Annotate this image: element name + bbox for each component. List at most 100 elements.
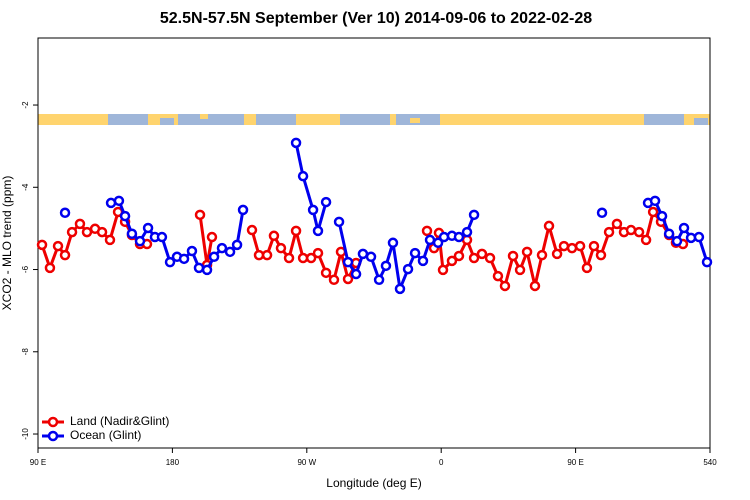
- data-point: [671, 235, 683, 247]
- data-point: [529, 280, 541, 292]
- data-point: [59, 207, 71, 219]
- data-point: [275, 242, 287, 254]
- map-strip: [38, 114, 710, 125]
- data-point: [59, 249, 71, 261]
- data-point: [44, 262, 56, 274]
- data-point: [268, 230, 280, 242]
- data-point: [342, 256, 354, 268]
- data-point: [216, 242, 228, 254]
- x-axis-label: Longitude (deg E): [326, 476, 421, 490]
- data-point: [126, 228, 138, 239]
- data-point: [208, 251, 220, 263]
- data-point: [558, 240, 570, 252]
- data-point: [536, 249, 548, 261]
- data-point: [588, 240, 600, 252]
- data-point: [104, 234, 116, 246]
- data-point: [350, 268, 362, 280]
- data-point: [566, 242, 578, 254]
- data-point: [424, 234, 436, 246]
- data-point: [521, 246, 533, 258]
- data-point: [647, 206, 659, 218]
- data-point: [476, 248, 488, 260]
- data-point: [224, 246, 236, 258]
- data-point: [409, 247, 421, 259]
- x-tick-label: 0: [439, 458, 444, 467]
- data-point: [237, 204, 249, 216]
- y-tick-label: -6: [21, 265, 30, 273]
- x-tick-label: 90 E: [567, 458, 583, 467]
- data-point: [81, 226, 93, 238]
- data-point: [640, 234, 652, 246]
- data-point: [312, 225, 324, 237]
- data-point: [156, 231, 168, 243]
- data-point: [365, 251, 377, 263]
- data-point: [437, 264, 449, 276]
- data-point: [261, 249, 273, 261]
- data-point: [402, 263, 414, 275]
- data-point: [453, 250, 465, 262]
- y-axis-label: XCO2 - MLO trend (ppm): [0, 176, 14, 311]
- data-point: [432, 237, 444, 249]
- data-point: [581, 262, 593, 274]
- chart-title: 52.5N-57.5N September (Ver 10) 2014-09-0…: [160, 10, 592, 27]
- data-point: [186, 245, 198, 257]
- data-point: [678, 222, 690, 234]
- x-tick-label: 540: [703, 458, 717, 467]
- data-point: [468, 209, 480, 221]
- data-point: [693, 231, 705, 243]
- data-point: [194, 209, 206, 221]
- legend-marker: [47, 430, 59, 442]
- data-point: [499, 280, 511, 292]
- data-point: [373, 274, 385, 286]
- data-point: [193, 262, 205, 274]
- x-tick-label: 90 W: [297, 458, 316, 467]
- data-point: [649, 195, 661, 207]
- data-point: [446, 255, 458, 267]
- data-point: [231, 239, 243, 251]
- data-point: [417, 255, 429, 267]
- y-tick-label: -4: [21, 183, 30, 191]
- y-tick-label: -2: [21, 101, 30, 109]
- data-point: [596, 207, 608, 219]
- data-point: [484, 252, 496, 264]
- legend-marker: [47, 416, 59, 428]
- data-point: [96, 226, 108, 238]
- data-point: [421, 225, 433, 237]
- data-point: [438, 231, 450, 243]
- data-point: [320, 267, 332, 279]
- data-point: [394, 283, 406, 295]
- data-point: [380, 260, 392, 272]
- data-point: [551, 248, 563, 260]
- data-point: [543, 220, 555, 232]
- data-point: [357, 248, 369, 260]
- data-point: [342, 273, 354, 285]
- data-point: [206, 231, 218, 243]
- data-point: [201, 264, 213, 276]
- data-point: [387, 237, 399, 249]
- data-point: [312, 247, 324, 259]
- data-point: [453, 231, 465, 243]
- y-tick-label: -10: [21, 428, 30, 440]
- legend-label: Land (Nadir&Glint): [70, 414, 169, 428]
- data-point: [461, 226, 473, 238]
- data-point: [305, 252, 317, 264]
- data-point: [283, 252, 295, 264]
- y-tick-label: -8: [21, 348, 30, 356]
- data-point: [178, 253, 190, 265]
- x-tick-label: 90 E: [30, 458, 46, 467]
- data-point: [290, 225, 302, 237]
- data-point: [507, 250, 519, 262]
- data-point: [246, 224, 258, 236]
- data-point: [701, 256, 713, 268]
- data-point: [492, 270, 504, 282]
- data-point: [253, 249, 265, 261]
- data-point: [333, 216, 345, 228]
- data-point: [663, 228, 675, 239]
- data-point: [625, 224, 637, 236]
- data-point: [603, 226, 615, 238]
- x-tick-label: 180: [166, 458, 180, 467]
- data-point: [66, 226, 78, 238]
- data-point: [514, 264, 526, 276]
- data-point: [164, 256, 176, 268]
